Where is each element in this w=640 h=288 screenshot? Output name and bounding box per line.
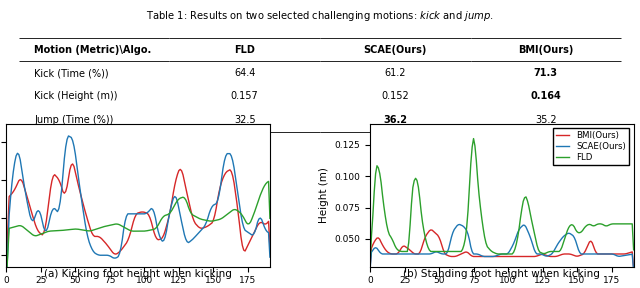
Line: BMI(Ours): BMI(Ours) [370,230,634,268]
SCAE(Ours) [477,253,484,257]
SCAE(Ours) [500,252,508,256]
Line: FLD: FLD [370,139,634,263]
FLD [398,250,406,253]
BMI(Ours) [477,255,484,258]
BMI(Ours) [427,228,435,232]
FLD [518,207,525,211]
Text: (a) Kicking foot height when kicking: (a) Kicking foot height when kicking [44,269,232,279]
BMI(Ours) [500,255,508,258]
BMI(Ours) [533,254,541,258]
Legend: BMI(Ours), SCAE(Ours), FLD: BMI(Ours), SCAE(Ours), FLD [553,128,629,165]
FLD [366,261,374,265]
FLD [533,243,541,247]
BMI(Ours) [366,265,374,269]
SCAE(Ours) [474,253,481,256]
Y-axis label: Height (m): Height (m) [319,167,329,223]
SCAE(Ours) [518,225,525,228]
SCAE(Ours) [366,268,374,271]
Text: (b) Standing foot height when kicking: (b) Standing foot height when kicking [403,269,600,279]
BMI(Ours) [630,267,637,270]
SCAE(Ours) [456,223,463,226]
SCAE(Ours) [398,252,406,256]
FLD [630,248,637,251]
BMI(Ours) [398,246,406,249]
FLD [500,252,508,256]
SCAE(Ours) [533,252,541,256]
FLD [477,206,484,209]
Text: Table 1: Results on two selected challenging motions: $\it{kick}$ and $\it{jump}: Table 1: Results on two selected challen… [146,9,494,23]
Line: SCAE(Ours): SCAE(Ours) [370,225,634,270]
BMI(Ours) [474,255,481,258]
FLD [470,137,477,140]
FLD [474,178,481,181]
SCAE(Ours) [630,268,637,272]
BMI(Ours) [518,255,525,258]
